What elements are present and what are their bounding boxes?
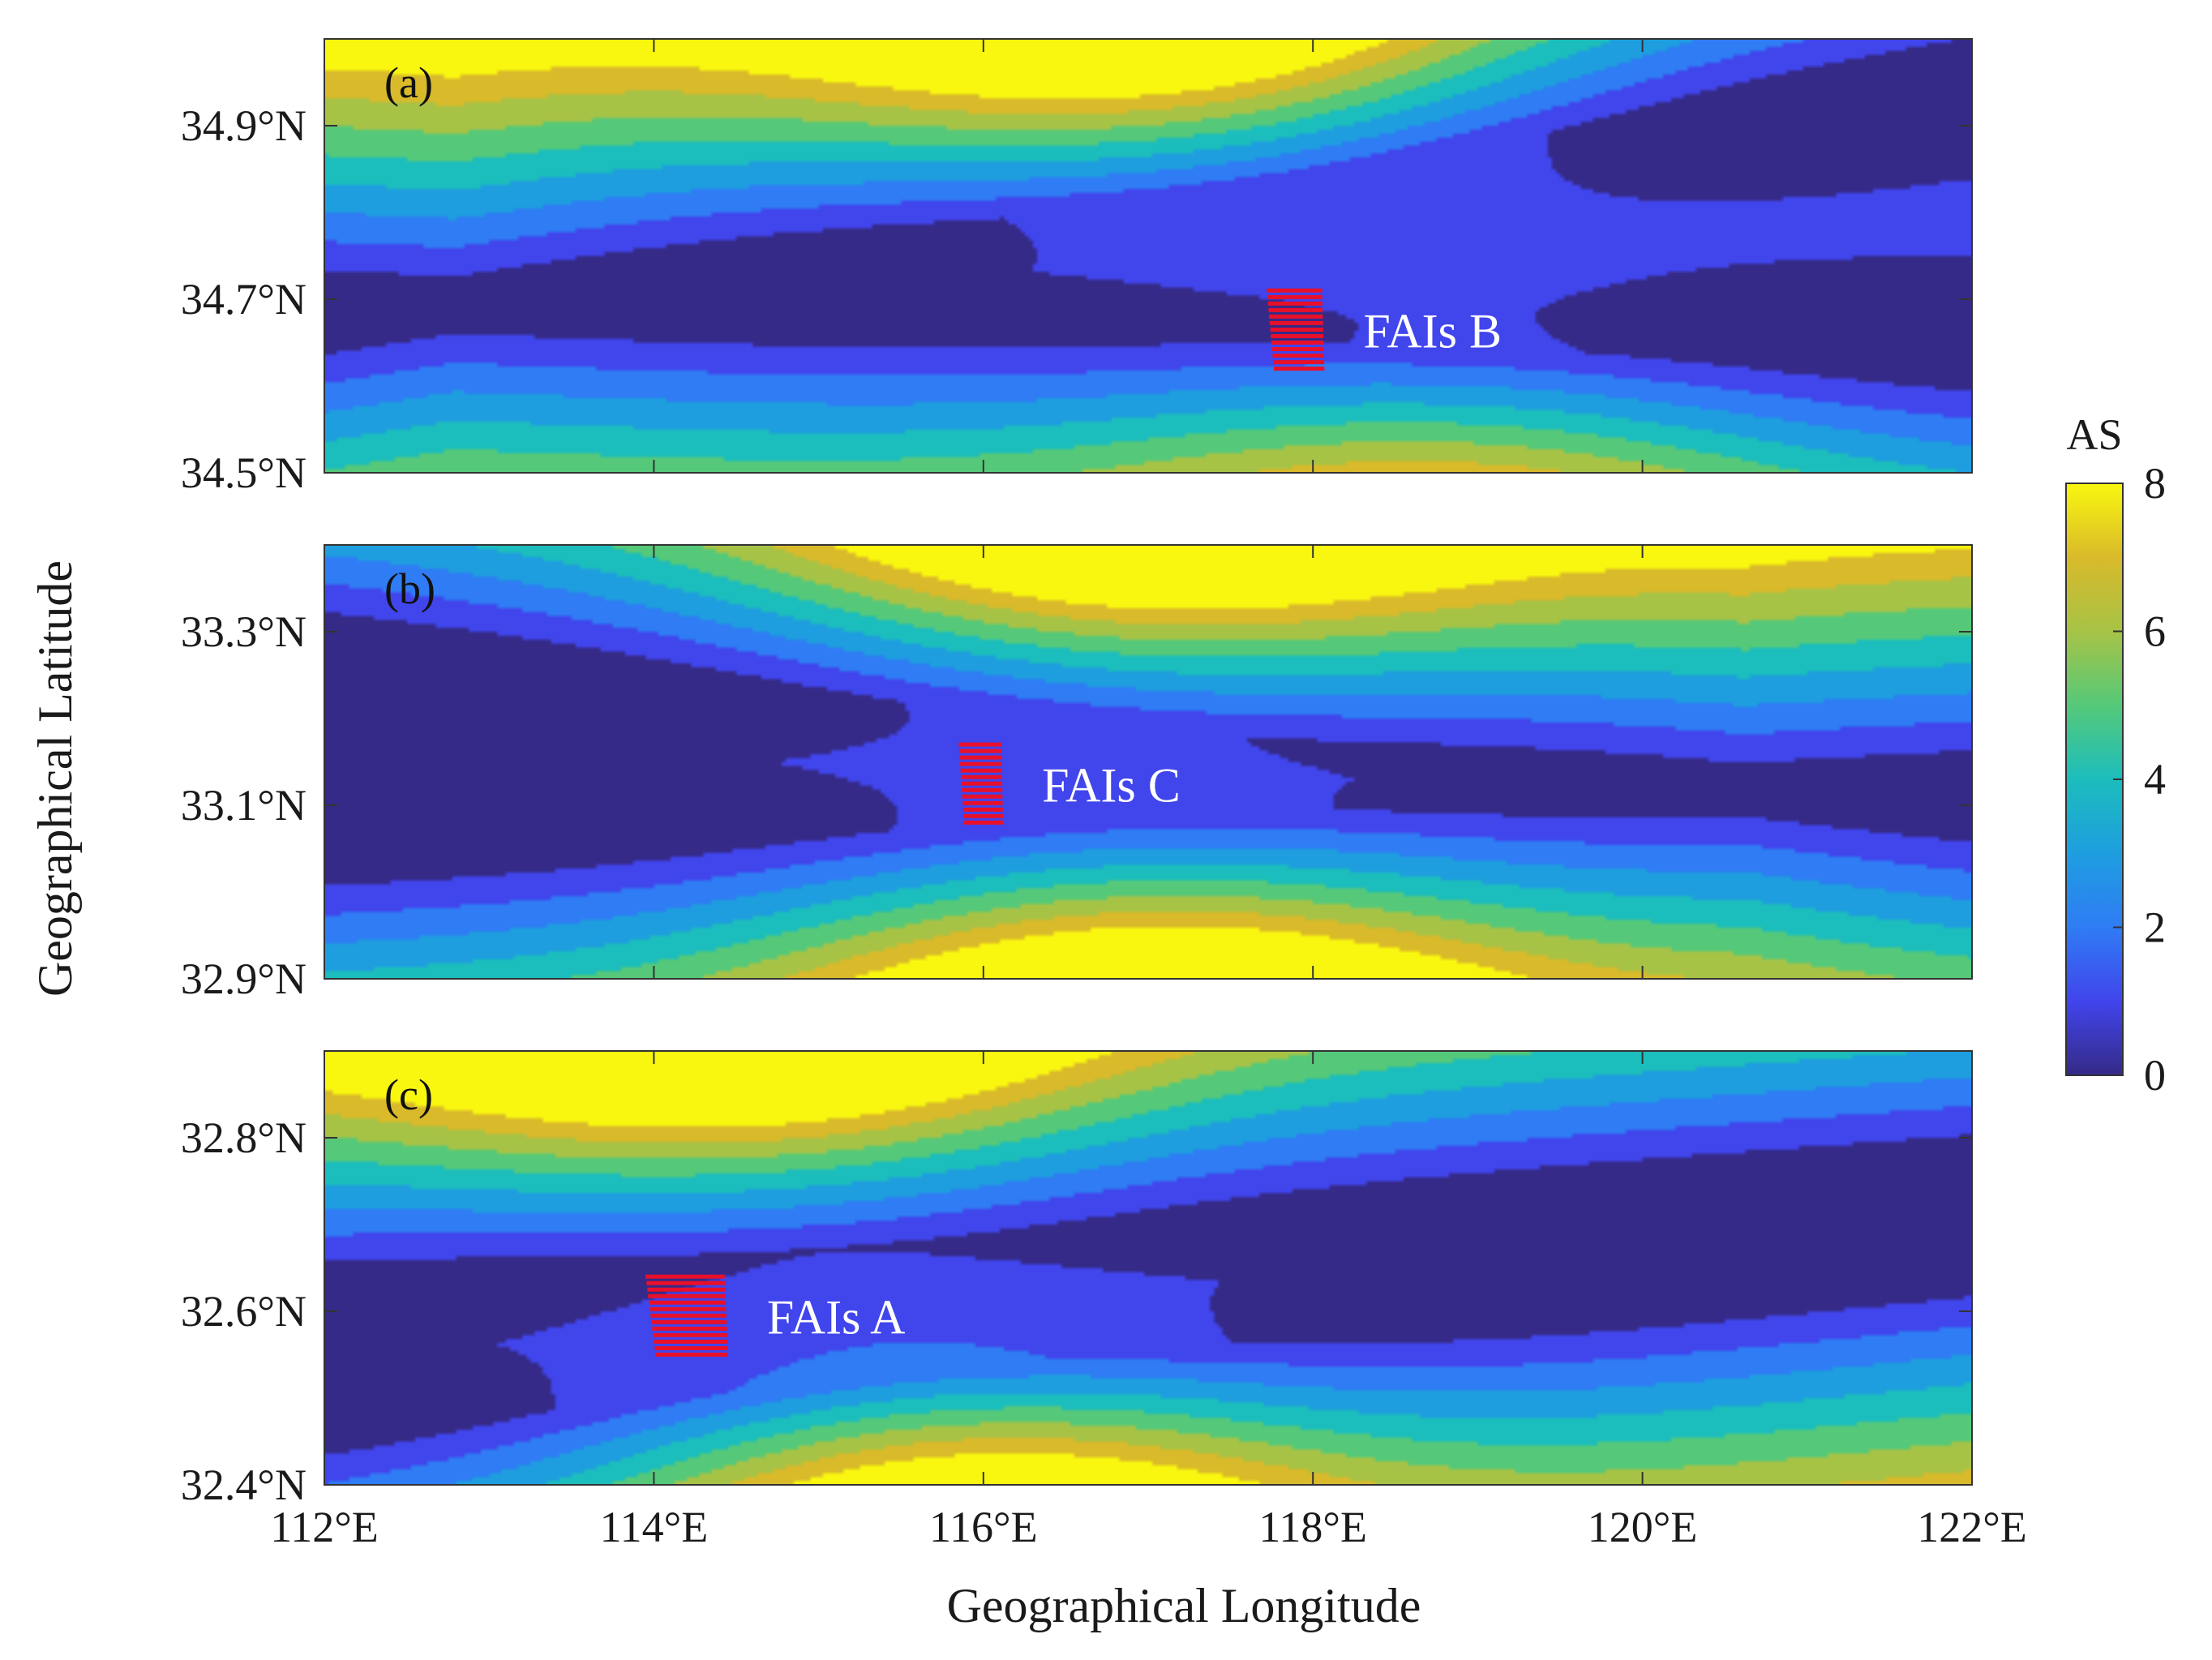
panel-label: (a): [384, 58, 433, 107]
contour-field: [324, 545, 1972, 979]
panel-1: FAIs C (b) 32.9°N 33.1°N 33.3°N: [181, 544, 1973, 1003]
fai-region: [645, 1274, 728, 1357]
x-axis-label: Geographical Longitude: [947, 1579, 1421, 1632]
colorbar-tick-label: 0: [2144, 1051, 2166, 1100]
panel-label: (c): [384, 1070, 433, 1119]
panel-0: FAIs B (a) 34.5°N 34.7°N 34.9°N: [181, 38, 1973, 497]
colorbar-tick-label: 8: [2144, 459, 2166, 508]
y-tick-label: 33.3°N: [181, 607, 307, 656]
y-tick-label: 32.9°N: [181, 954, 307, 1003]
x-tick-label: 112°E: [270, 1503, 379, 1551]
panel-frame: [324, 544, 1973, 980]
x-tick-label: 114°E: [600, 1503, 709, 1551]
y-tick-label: 32.4°N: [181, 1461, 307, 1509]
x-tick-label: 116°E: [929, 1503, 1038, 1551]
panels: FAIs B (a) 34.5°N 34.7°N 34.9°N FAIs C (b) 32.9…: [181, 38, 2027, 1551]
panel-frame: [324, 1050, 1973, 1486]
colorbar-tick-label: 6: [2144, 607, 2166, 656]
x-tick-label: 118°E: [1258, 1503, 1367, 1551]
y-tick-label: 32.6°N: [181, 1287, 307, 1336]
y-axis-label: Geographical Latitude: [28, 560, 82, 997]
panel-2: FAIs A (c) 32.4°N 32.6°N 32.8°N 112°E 114°E 116…: [181, 1050, 2027, 1551]
colorbar-tick-label: 2: [2144, 903, 2166, 952]
panel-label: (b): [384, 564, 435, 613]
y-tick-label: 33.1°N: [181, 781, 307, 830]
fai-region: [958, 742, 1004, 825]
contour-field: [324, 39, 1972, 473]
panel-frame: [324, 38, 1973, 474]
y-tick-label: 34.7°N: [181, 275, 307, 324]
fai-label: FAIs B: [1363, 304, 1502, 358]
contour-field: [324, 1051, 1972, 1485]
y-tick-label: 34.9°N: [181, 101, 307, 150]
y-tick-label: 34.5°N: [181, 448, 307, 497]
fai-label: FAIs C: [1042, 758, 1181, 812]
x-tick-label: 122°E: [1917, 1503, 2027, 1551]
colorbar-title: AS: [2066, 410, 2122, 459]
x-tick-label: 120°E: [1588, 1503, 1698, 1551]
colorbar-tick-label: 4: [2144, 755, 2166, 804]
colorbar: 0 2 4 6 8 AS: [2065, 410, 2166, 1100]
y-tick-label: 32.8°N: [181, 1113, 307, 1162]
fai-label: FAIs A: [767, 1290, 906, 1344]
fai-region: [1267, 288, 1325, 371]
